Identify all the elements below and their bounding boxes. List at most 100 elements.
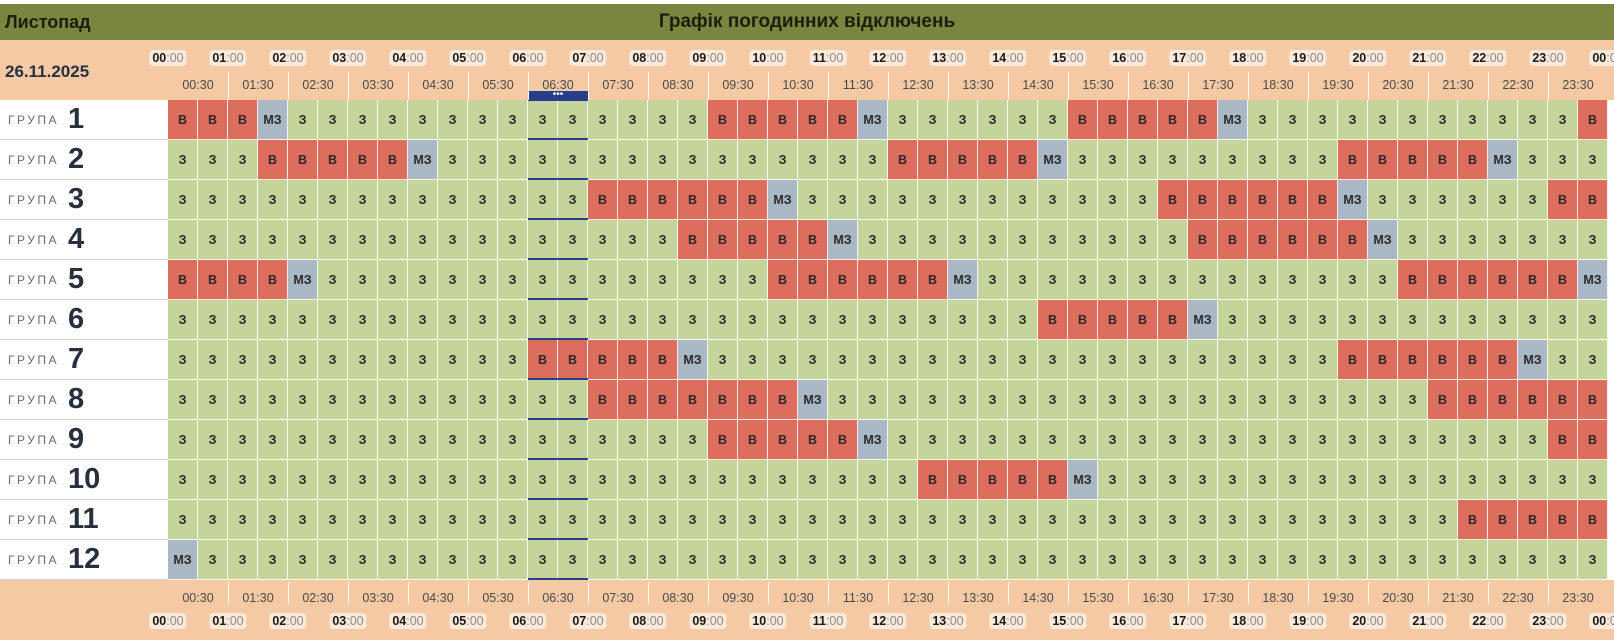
hour-label-minutes: :00 <box>586 51 604 65</box>
slot-cell-on: З <box>438 300 468 340</box>
slot-cell-off: В <box>1068 300 1098 340</box>
slot-cell-on: З <box>468 420 498 460</box>
current-time-line <box>528 578 588 580</box>
slot-cell-on: З <box>528 180 558 220</box>
current-time-line <box>528 298 588 300</box>
hour-label-minutes: :00 <box>706 614 724 628</box>
hour-label-top: 15:00 <box>1049 50 1087 66</box>
slot-cell-on: З <box>198 340 228 380</box>
slot-cell-maybe: МЗ <box>768 180 798 220</box>
slot-cell-on: З <box>1098 380 1128 420</box>
slot-cell-off: В <box>828 420 858 460</box>
slot-cell-off: В <box>1518 260 1548 300</box>
slot-cell-off: В <box>978 140 1008 180</box>
slot-cell-maybe: МЗ <box>948 260 978 300</box>
half-hour-label-top: 17:30 <box>1202 78 1234 92</box>
current-time-line <box>528 538 588 540</box>
slot-cell-on: З <box>1548 540 1578 580</box>
hour-divider <box>1548 582 1549 604</box>
hour-label-top: 09:00 <box>689 50 727 66</box>
slot-cell-on: З <box>1128 420 1158 460</box>
slot-cell-on: З <box>1068 340 1098 380</box>
slot-cell-off: В <box>1398 260 1428 300</box>
slot-cell-off: В <box>588 340 618 380</box>
slot-cell-on: З <box>648 460 678 500</box>
slot-cell-off: В <box>918 260 948 300</box>
hour-label-hour: 09 <box>692 51 707 65</box>
slot-cell-on: З <box>738 500 768 540</box>
slot-cell-on: З <box>498 180 528 220</box>
hour-label-minutes: :00 <box>825 51 844 65</box>
slot-cell-on: З <box>408 180 438 220</box>
hour-label-minutes: :00 <box>586 614 604 628</box>
slot-cell-off: В <box>198 260 228 300</box>
slot-cell-off: В <box>228 100 258 140</box>
hour-label-bottom: 07:00 <box>569 613 607 629</box>
hour-label-minutes: :00 <box>286 614 304 628</box>
slot-cell-on: З <box>1308 420 1338 460</box>
hour-divider <box>948 582 949 604</box>
hour-label-minutes: :00 <box>1606 51 1614 65</box>
slot-cell-on: З <box>588 500 618 540</box>
slot-cell-on: З <box>1278 500 1308 540</box>
slot-cell-on: З <box>258 500 288 540</box>
slot-cell-on: З <box>1428 420 1458 460</box>
hour-label-bottom: 20:00 <box>1349 613 1387 629</box>
slot-cell-on: З <box>228 220 258 260</box>
slot-cell-on: З <box>858 540 888 580</box>
slot-cell-on: З <box>768 540 798 580</box>
group-label: ГРУПА 1 <box>0 100 168 140</box>
slot-cell-on: З <box>1188 340 1218 380</box>
hour-label-bottom: 13:00 <box>929 613 967 629</box>
hour-label-minutes: :00 <box>946 614 964 628</box>
half-hour-label-bottom: 16:30 <box>1142 591 1174 605</box>
hour-label-hour: 19 <box>1292 614 1307 628</box>
slot-cell-on: З <box>1158 500 1188 540</box>
slot-cell-on: З <box>408 340 438 380</box>
slot-cell-on: З <box>1428 100 1458 140</box>
group-number: 5 <box>68 263 85 295</box>
slot-cell-on: З <box>738 460 768 500</box>
slot-cell-on: З <box>618 300 648 340</box>
slot-cell-off: В <box>1098 300 1128 340</box>
slot-cell-off: В <box>1458 500 1488 540</box>
hour-label-hour: 22 <box>1472 614 1487 628</box>
slot-cell-on: З <box>888 100 918 140</box>
slot-cell-on: З <box>498 140 528 180</box>
hour-label-bottom: 00:00 <box>149 613 187 629</box>
hour-label-minutes: :00 <box>1126 51 1144 65</box>
hour-label-hour: 12 <box>872 614 887 628</box>
slot-cell-on: З <box>1188 540 1218 580</box>
hour-label-hour: 01 <box>212 614 227 628</box>
slot-cell-on: З <box>1548 460 1578 500</box>
slot-cell-on: З <box>648 100 678 140</box>
group-label: ГРУПА 12 <box>0 540 168 580</box>
slot-cell-on: З <box>528 380 558 420</box>
slot-cell-on: З <box>858 300 888 340</box>
slot-cell-on: З <box>348 460 378 500</box>
hour-label-bottom: 21:00 <box>1409 613 1447 629</box>
slot-cell-on: З <box>498 100 528 140</box>
slot-cell-on: З <box>888 300 918 340</box>
slot-cell-on: З <box>948 380 978 420</box>
slot-cell-on: З <box>198 140 228 180</box>
hour-divider <box>1008 582 1009 604</box>
group-label-word: ГРУПА <box>8 512 59 527</box>
slot-cell-on: З <box>948 500 978 540</box>
slot-cell-on: З <box>1038 340 1068 380</box>
hour-label-minutes: :00 <box>1066 51 1084 65</box>
slot-cell-on: З <box>1248 380 1278 420</box>
slot-cell-off: В <box>168 100 198 140</box>
slot-cell-on: З <box>438 420 468 460</box>
slot-cell-on: З <box>1368 420 1398 460</box>
slot-cell-on: З <box>408 380 438 420</box>
slot-cell-on: З <box>198 460 228 500</box>
slot-cell-off: В <box>318 140 348 180</box>
slot-cell-on: З <box>618 420 648 460</box>
slot-cell-off: В <box>618 180 648 220</box>
slot-cell-off: В <box>708 100 738 140</box>
slot-cell-on: З <box>978 420 1008 460</box>
group-label-word: ГРУПА <box>8 192 59 207</box>
slot-cell-off: В <box>678 220 708 260</box>
slot-cell-on: З <box>198 180 228 220</box>
